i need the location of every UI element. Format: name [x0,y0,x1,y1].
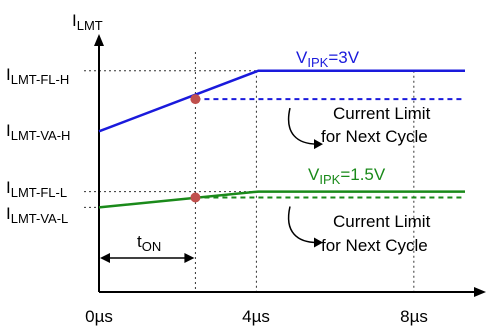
series-line-1 [98,190,465,209]
series-label-3v: VIPK=3V [296,48,360,70]
y-level-label-fl-l: ILMT-FL-L [6,178,67,200]
annotation-lower-line2: for Next Cycle [321,236,428,255]
x-axis-arrow [474,287,486,297]
series-line-0 [98,69,465,133]
ton-label: tON [137,232,161,254]
annotation-upper-line2: for Next Cycle [321,127,428,146]
ton-arrowhead-left [100,253,110,263]
y-level-label-va-h: ILMT-VA-H [6,121,70,143]
x-tick-label-4: 4µs [242,307,270,326]
y-level-label-va-l: ILMT-VA-L [6,204,68,226]
guide-lines [84,52,415,292]
y-axis-title: ILMT [72,11,103,33]
y-axis-arrow [94,34,104,46]
annotation-arrow-0 [287,107,318,145]
annotation-arrow-1 [287,206,318,244]
annotations-group [100,107,323,263]
annotation-upper-line1: Current Limit [333,104,431,123]
x-tick-label-8: 8µs [400,307,428,326]
annotation-lower-line1: Current Limit [333,212,431,231]
axes [94,34,486,297]
y-level-label-fl-h: ILMT-FL-H [6,65,69,87]
annotation-arrowhead-1 [314,237,323,248]
ton-marker-1 [190,192,201,203]
x-tick-label-0: 0µs [85,307,113,326]
series-label-1-5v: VIPK=1.5V [308,165,386,187]
ton-marker-0 [190,94,201,105]
ton-arrowhead-right [184,253,195,263]
annotation-arrowhead-0 [314,139,323,150]
series-group [98,69,465,209]
